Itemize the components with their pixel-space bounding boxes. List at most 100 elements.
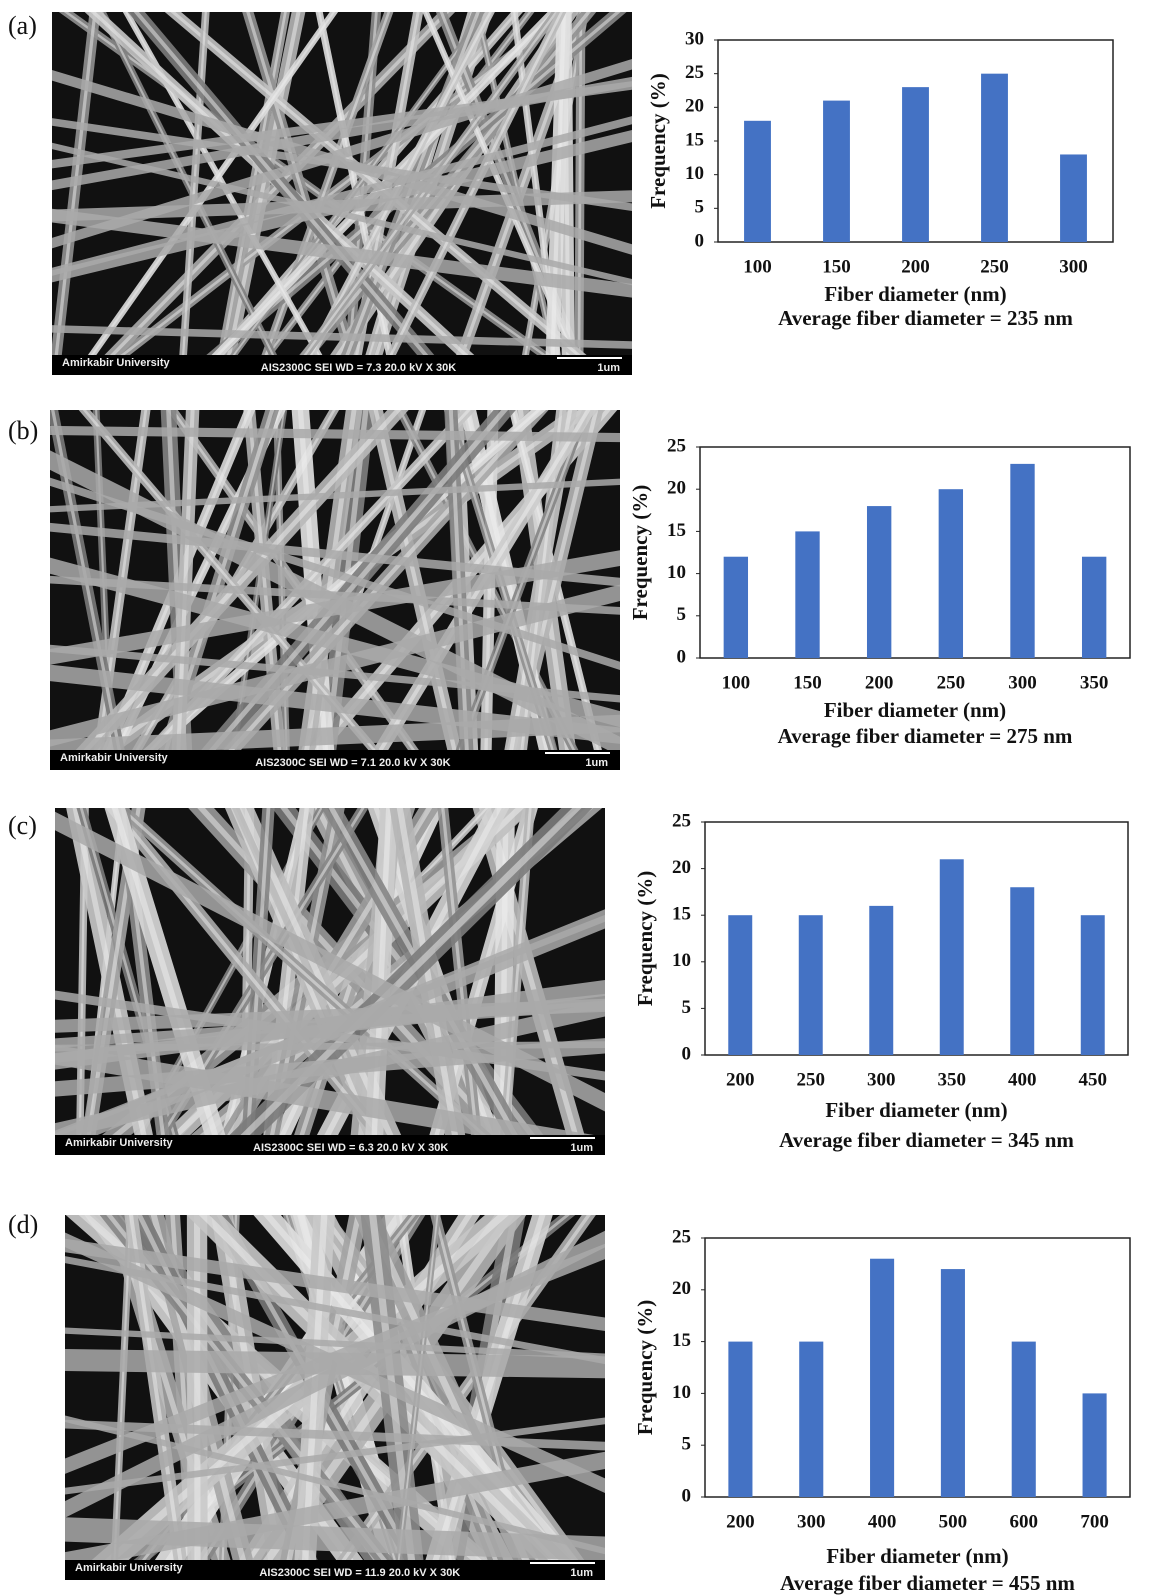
panel-label: (b) <box>8 416 38 445</box>
x-tick-label: 300 <box>867 1069 896 1090</box>
x-axis-label: Fiber diameter (nm) <box>825 1098 1007 1122</box>
fiber <box>52 325 632 349</box>
sem-institution: Amirkabir University <box>75 1562 183 1574</box>
y-tick-label: 20 <box>667 478 686 499</box>
fiber-highlight <box>133 12 446 375</box>
x-tick-label: 250 <box>937 672 966 693</box>
x-tick-label: 350 <box>1080 672 1109 693</box>
y-tick-label: 10 <box>667 562 686 583</box>
sem-scale: 1um <box>570 1142 593 1154</box>
x-tick-label: 500 <box>939 1511 968 1532</box>
y-tick-label: 20 <box>672 857 691 878</box>
fiber-highlight <box>369 1215 418 1580</box>
sem-image <box>52 12 632 375</box>
y-tick-label: 10 <box>672 950 691 971</box>
bar <box>1010 887 1035 1055</box>
fiber <box>55 998 605 1033</box>
sem-info: AIS2300C SEI WD = 7.3 20.0 kV X 30K <box>261 362 456 374</box>
y-axis-label: Frequency (%) <box>646 73 670 209</box>
panel-label: (d) <box>8 1210 38 1239</box>
sem-institution: Amirkabir University <box>60 752 168 764</box>
fiber-highlight <box>52 12 97 375</box>
sem-scale: 1um <box>570 1567 593 1579</box>
sem-banner <box>50 750 620 770</box>
fiber <box>55 811 605 1112</box>
bar <box>728 915 753 1055</box>
fiber <box>52 190 632 222</box>
fiber-highlight <box>288 12 558 375</box>
x-tick-label: 300 <box>797 1511 826 1532</box>
fiber-highlight <box>63 12 575 375</box>
x-axis-label: Fiber diameter (nm) <box>824 282 1006 306</box>
bar <box>938 489 964 658</box>
y-tick-label: 0 <box>682 1043 692 1064</box>
bar <box>798 915 823 1055</box>
x-tick-label: 450 <box>1079 1069 1108 1090</box>
x-tick-label: 600 <box>1010 1511 1039 1532</box>
fiber <box>65 1517 605 1561</box>
annotation: Average fiber diameter = 345 nm <box>779 1128 1074 1152</box>
x-tick-label: 200 <box>901 256 930 277</box>
bar <box>1010 463 1035 658</box>
bar <box>866 506 892 658</box>
fiber <box>50 478 620 513</box>
y-axis-label: Frequency (%) <box>633 871 657 1007</box>
fiber <box>50 425 620 443</box>
panel-label: (a) <box>8 11 37 40</box>
sem-image <box>65 1215 605 1580</box>
x-axis-label: Fiber diameter (nm) <box>826 1544 1008 1568</box>
bar <box>1082 1393 1107 1497</box>
bar <box>1060 154 1087 242</box>
sem-info: AIS2300C SEI WD = 7.1 20.0 kV X 30K <box>255 757 450 769</box>
bar <box>870 1258 895 1497</box>
y-tick-label: 20 <box>685 96 704 117</box>
bar <box>1081 556 1107 658</box>
fiber <box>52 208 632 298</box>
panel-label: (c) <box>8 811 37 840</box>
sem-info: AIS2300C SEI WD = 6.3 20.0 kV X 30K <box>253 1142 448 1154</box>
fiber <box>55 1044 605 1155</box>
y-tick-label: 15 <box>672 1330 691 1351</box>
fiber-highlight <box>379 12 563 375</box>
bar <box>728 1341 753 1497</box>
y-tick-label: 5 <box>682 1434 692 1455</box>
fiber <box>50 714 620 757</box>
y-tick-label: 15 <box>672 904 691 925</box>
y-tick-label: 0 <box>677 646 687 667</box>
fiber <box>65 1238 605 1332</box>
sem-institution: Amirkabir University <box>62 357 170 369</box>
fiber-highlight <box>257 12 391 375</box>
y-tick-label: 20 <box>672 1278 691 1299</box>
y-tick-label: 10 <box>685 163 704 184</box>
x-tick-label: 400 <box>868 1511 897 1532</box>
bar <box>1080 915 1105 1055</box>
y-tick-label: 15 <box>667 520 686 541</box>
bar <box>940 1269 965 1497</box>
fiber <box>52 116 632 276</box>
fiber <box>52 142 632 286</box>
x-tick-label: 400 <box>1008 1069 1037 1090</box>
annotation: Average fiber diameter = 235 nm <box>778 306 1073 330</box>
fiber-highlight <box>191 410 509 770</box>
y-tick-label: 25 <box>672 810 691 831</box>
x-tick-label: 150 <box>822 256 851 277</box>
bar <box>744 120 771 242</box>
sem-image <box>55 808 605 1155</box>
sem-institution: Amirkabir University <box>65 1137 173 1149</box>
bar <box>939 859 964 1055</box>
y-tick-label: 25 <box>685 62 704 83</box>
y-tick-label: 5 <box>677 604 687 625</box>
fiber <box>65 1419 605 1451</box>
bar <box>795 531 820 658</box>
fiber <box>50 522 620 587</box>
y-tick-label: 0 <box>682 1485 692 1506</box>
sem-banner <box>65 1560 605 1580</box>
x-axis-label: Fiber diameter (nm) <box>824 698 1006 722</box>
sem-scale: 1um <box>597 362 620 374</box>
bar <box>799 1341 824 1497</box>
sem-image <box>50 410 620 770</box>
x-tick-label: 700 <box>1080 1511 1109 1532</box>
bar <box>723 556 749 658</box>
fiber <box>65 1230 605 1518</box>
